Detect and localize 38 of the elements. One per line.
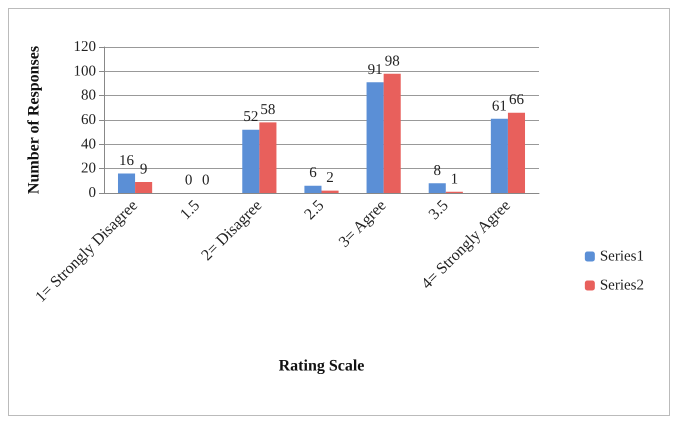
bar [242,130,260,193]
legend-label: Series1 [600,248,644,264]
data-label: 91 [368,62,383,78]
data-label: 0 [184,172,192,188]
bar [259,122,276,193]
y-tick-label: 60 [81,112,96,128]
bar [366,82,384,193]
bar [508,112,526,193]
y-tick-label: 120 [74,39,96,55]
data-label: 1 [450,171,458,188]
bar [118,174,136,193]
x-axis-title: Rating Scale [278,358,364,374]
data-label: 8 [433,162,441,179]
y-axis-title: Number of Responses [26,46,42,194]
data-label: 52 [243,109,258,126]
legend-label: Series2 [600,278,644,294]
data-label: 16 [119,153,135,170]
bar [135,182,152,193]
y-tick-label: 100 [74,63,96,80]
data-label: 66 [508,92,524,108]
y-tick-label: 20 [81,160,96,177]
y-tick-label: 80 [81,88,96,104]
data-label: 0 [202,172,210,188]
bar [384,74,401,193]
bar [304,186,322,193]
y-tick-label: 0 [88,185,96,201]
data-label: 9 [140,162,148,178]
x-tick-label: 3.5 [426,196,452,224]
bar [428,183,446,193]
bar [490,118,508,193]
x-tick-label: 2.5 [301,196,328,224]
data-label: 98 [384,53,400,70]
data-label: 2 [326,170,334,186]
data-label: 6 [309,165,318,182]
data-label: 58 [260,102,276,118]
data-label: 61 [492,98,507,114]
x-tick-label: 1.5 [177,196,204,224]
y-tick-label: 40 [81,136,96,152]
